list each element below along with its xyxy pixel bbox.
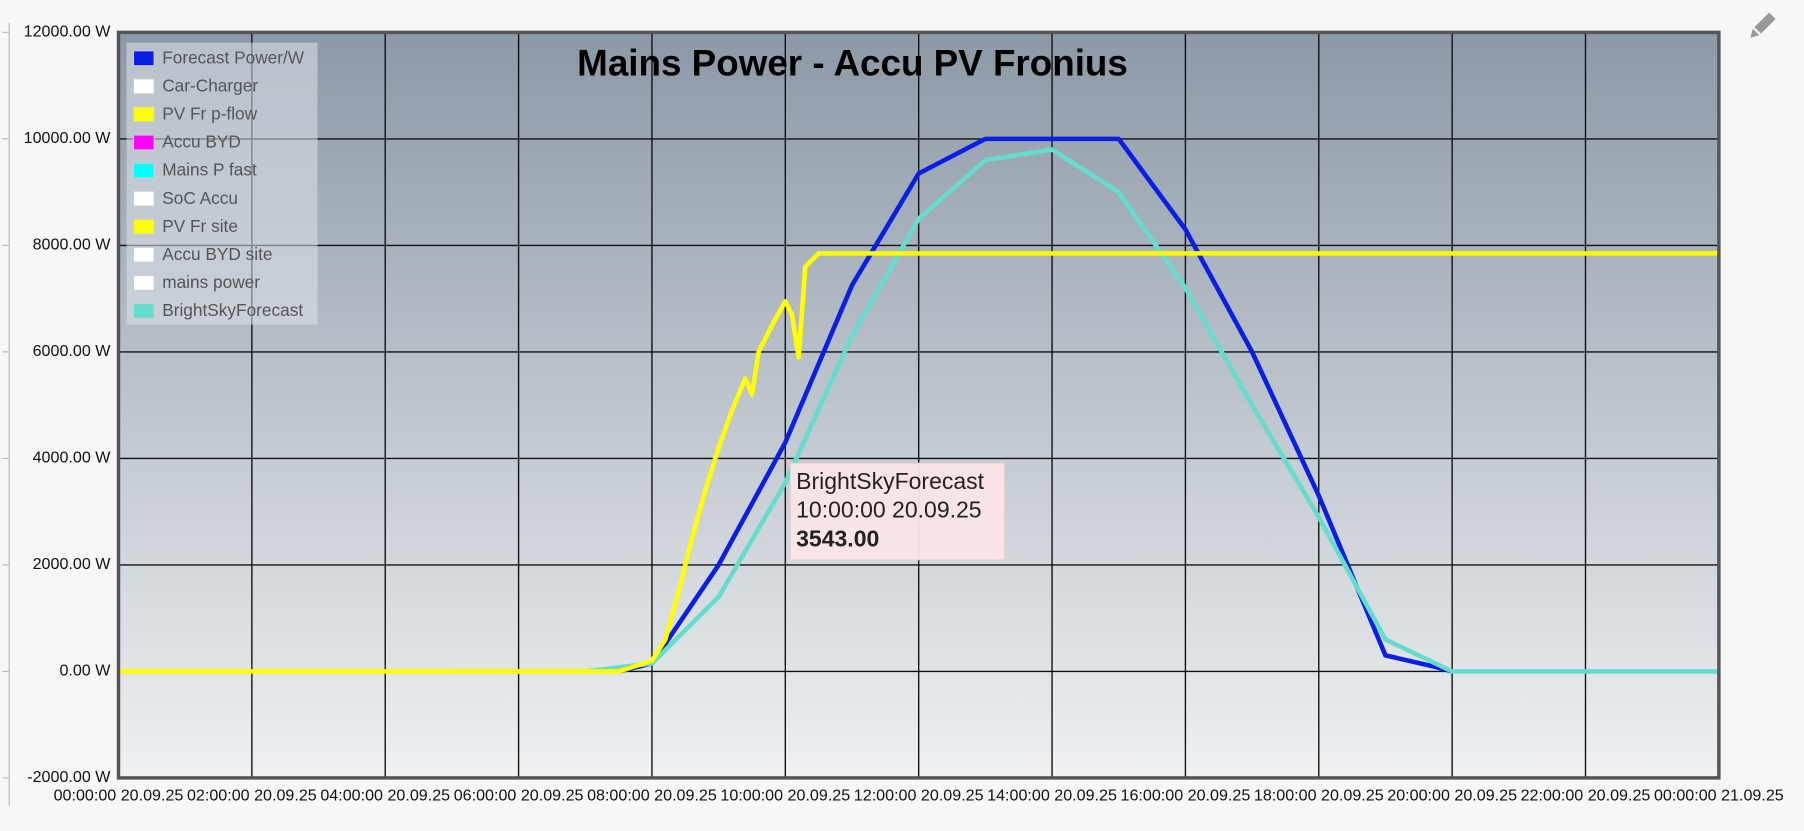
tooltip-box (789, 462, 1005, 561)
x-tick-label: 06:00:00 20.09.25 (454, 787, 584, 805)
legend-label: mains power (162, 272, 260, 292)
tooltip-time: 10:00:00 20.09.25 (796, 497, 981, 523)
legend-label: Accu BYD site (162, 244, 272, 264)
legend-label: Accu BYD (162, 132, 241, 152)
x-tick-label: 12:00:00 20.09.25 (854, 787, 984, 805)
x-tick-label: 16:00:00 20.09.25 (1121, 787, 1251, 805)
x-tick-label: 14:00:00 20.09.25 (987, 787, 1117, 805)
x-tick-label: 18:00:00 20.09.25 (1254, 787, 1384, 805)
legend-label: PV Fr p-flow (162, 104, 257, 124)
pencil-body (1754, 12, 1776, 34)
tooltip-series: BrightSkyForecast (796, 468, 985, 494)
legend-swatch (132, 274, 155, 291)
legend-label: SoC Accu (162, 188, 238, 208)
y-tick-label: 0.00 W (59, 662, 111, 680)
legend-box (126, 42, 318, 325)
series-line (451, 147, 1719, 674)
legend-swatch (132, 134, 155, 151)
y-tick-label: 4000.00 W (33, 449, 112, 467)
plot-border (116, 30, 1721, 780)
x-tick-label: 00:00:00 21.09.25 (1654, 787, 1784, 805)
x-tick-label: 20:00:00 20.09.25 (1387, 787, 1517, 805)
legend-label: Car-Charger (162, 75, 258, 95)
legend-swatch (132, 218, 155, 235)
tooltip-value: 3543.00 (796, 525, 879, 551)
legend-label: Mains P fast (162, 160, 257, 180)
y-tick-label: 8000.00 W (33, 236, 112, 254)
legend-swatch (132, 106, 155, 123)
legend-swatch (132, 78, 155, 95)
x-tick-label: 00:00:00 20.09.25 (54, 787, 184, 805)
legend-swatch (132, 246, 155, 263)
x-tick-label: 04:00:00 20.09.25 (320, 787, 450, 805)
x-tick-label: 08:00:00 20.09.25 (587, 787, 717, 805)
x-tick-label: 10:00:00 20.09.25 (720, 787, 850, 805)
chart-title: Mains Power - Accu PV Fronius (577, 42, 1128, 83)
legend-label: BrightSkyForecast (162, 300, 303, 320)
legend-swatch (132, 162, 155, 179)
y-tick-label: 2000.00 W (33, 555, 112, 573)
x-tick-label: 22:00:00 20.09.25 (1521, 787, 1651, 805)
legend-label: PV Fr site (162, 216, 238, 236)
y-tick-label: 12000.00 W (24, 23, 112, 41)
y-tick-label: -2000.00 W (27, 768, 111, 786)
x-tick-label: 02:00:00 20.09.25 (187, 787, 317, 805)
legend-swatch (132, 190, 155, 207)
legend-swatch (132, 50, 155, 67)
pencil-tip (1750, 28, 1760, 38)
y-tick-label: 6000.00 W (33, 342, 112, 360)
legend-swatch (132, 302, 155, 319)
y-tick-label: 10000.00 W (24, 129, 112, 147)
series-line (118, 251, 1719, 674)
legend-label: Forecast Power/W (162, 47, 305, 67)
edit-icon[interactable] (1747, 12, 1776, 40)
